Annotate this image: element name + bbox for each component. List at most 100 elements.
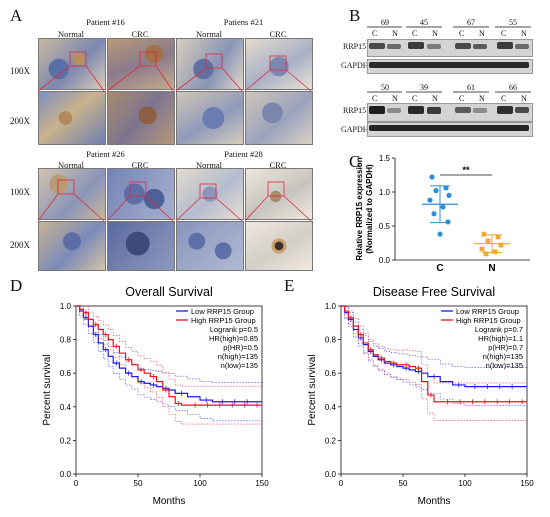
patient-title: Patient #26 (86, 149, 125, 159)
sample-id: 50 (381, 83, 389, 92)
x-axis-label: Months (153, 496, 186, 507)
col-normal-label: Normal (58, 29, 84, 39)
lane-c-label: C (412, 29, 418, 38)
lane-n-label: N (432, 94, 438, 103)
panel-label-d: D (10, 276, 23, 295)
blot-band (497, 42, 513, 49)
panel-c-dot-plot: 0.0 0.5 1.0 1.5 C N Relative RRP15 expression(… (355, 154, 530, 274)
x-tick-label: 0 (74, 479, 79, 488)
data-point (433, 188, 439, 194)
data-point (498, 242, 504, 248)
panel-label-b: B (349, 6, 361, 25)
stat-label: HR(high)=0.85 (209, 334, 258, 343)
panel-d-km-plot: Overall Survival 0.0 0.2 0.4 0.6 0.8 1.0 0 50 100… (42, 285, 269, 507)
survival-curve (76, 305, 262, 403)
panel-label-c: C (349, 152, 361, 171)
col-crc-label: CRC (269, 29, 287, 39)
blot-band (369, 43, 385, 49)
lane-c-label: C (372, 94, 378, 103)
x-tick-label: 50 (399, 479, 408, 488)
y-tick-label: 0.6 (325, 369, 337, 378)
legend-label: Low RRP15 Group (191, 307, 254, 316)
confidence-band (341, 305, 528, 407)
stat-label: Logrank p=0.5 (210, 325, 258, 334)
col-normal-label: Normal (58, 160, 84, 170)
x-tick-label: 100 (193, 479, 207, 488)
chart-title: Disease Free Survival (373, 285, 495, 299)
y-tick-label: 1.0 (379, 188, 391, 197)
data-point (431, 211, 437, 217)
lane-c-label: C (412, 94, 418, 103)
blot-band (427, 107, 441, 114)
data-point (492, 249, 498, 255)
blot-band (473, 44, 487, 49)
ihc-image (176, 38, 244, 90)
x-tick-label: 150 (520, 479, 534, 488)
ihc-image (107, 168, 175, 220)
confidence-band (341, 305, 528, 422)
chart-title: Overall Survival (125, 285, 213, 299)
y-tick-label: 0.5 (379, 222, 391, 231)
stat-label: p(HR)=0.5 (223, 343, 258, 352)
stat-label: HR(high)=1.1 (478, 334, 523, 343)
ihc-image (107, 221, 175, 271)
y-tick-label: 1.0 (325, 302, 337, 311)
col-normal-label: Normal (196, 160, 222, 170)
ihc-image (107, 91, 175, 145)
ihc-image (38, 221, 106, 271)
stat-label: n(low)=135 (486, 361, 523, 370)
lane-c-label: C (459, 94, 465, 103)
ihc-image (176, 221, 244, 271)
col-crc-label: CRC (131, 160, 149, 170)
x-axis-label: Months (418, 496, 451, 507)
legend-label: Low RRP15 Group (456, 307, 519, 316)
y-tick-label: 0.0 (325, 470, 337, 479)
lane-n-label: N (479, 94, 485, 103)
lane-n-label: N (521, 94, 527, 103)
y-tick-label: 0.4 (325, 403, 337, 412)
blot-row-label: RRP15 (343, 106, 367, 115)
blot-row-label: GAPDH (341, 125, 369, 134)
y-tick-label: 0.8 (325, 336, 337, 345)
ihc-image (245, 91, 313, 145)
y-tick-label: 0.6 (60, 369, 72, 378)
y-tick-label: 1.0 (60, 302, 72, 311)
data-point (485, 238, 491, 244)
sample-id: 67 (467, 18, 475, 27)
blot-band (369, 106, 385, 114)
data-point (481, 231, 487, 237)
blot-band (387, 108, 401, 113)
legend-label: High RRP15 Group (191, 316, 256, 325)
panel-e-km-plot: Disease Free Survival 0.0 0.2 0.4 0.6 0.8 1.0 0… (307, 285, 534, 507)
plot-frame (340, 305, 528, 475)
confidence-band (76, 305, 263, 422)
data-point (443, 185, 449, 191)
sample-id: 69 (381, 18, 389, 27)
lane-n-label: N (392, 94, 398, 103)
plot-frame (75, 305, 263, 475)
y-axis-label: Relative RRP15 expression (355, 157, 364, 260)
confidence-band (76, 305, 263, 387)
blot-band (387, 44, 401, 49)
lane-n-label: N (479, 29, 485, 38)
x-tick-label: C (436, 263, 443, 274)
confidence-band (76, 305, 263, 425)
x-tick-label: 0 (339, 479, 344, 488)
lane-n-label: N (432, 29, 438, 38)
blot-band (473, 108, 487, 113)
data-point (427, 197, 433, 203)
sample-id: 45 (420, 18, 428, 27)
sample-brackets (367, 26, 531, 93)
y-axis-label: Percent survival (42, 354, 53, 425)
data-point (429, 174, 435, 180)
confidence-band (341, 305, 528, 368)
y-tick-label: 0.4 (60, 403, 72, 412)
patient-title: Patiens #21 (223, 17, 264, 27)
blot-band (427, 44, 441, 49)
stat-label: n(high)=135 (483, 352, 523, 361)
blot-band (408, 106, 424, 114)
panel-label-e: E (284, 276, 295, 295)
col-crc-label: CRC (269, 160, 287, 170)
blot-band (369, 62, 529, 68)
y-axis-label-2: (Normalized to GAPDH) (365, 164, 374, 254)
